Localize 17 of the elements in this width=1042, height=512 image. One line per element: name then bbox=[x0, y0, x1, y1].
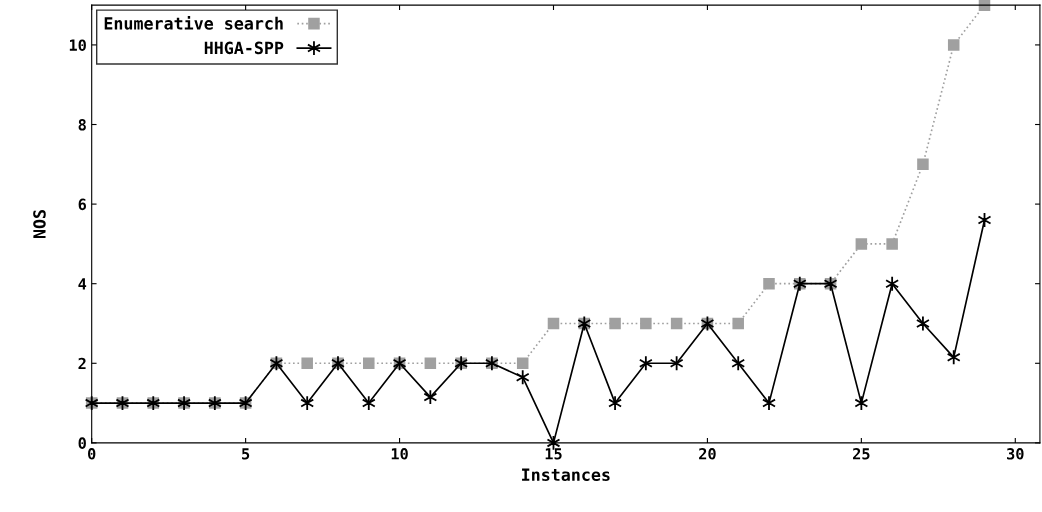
y-axis-title: NOS bbox=[33, 209, 46, 239]
x-tick-label: 5 bbox=[242, 448, 250, 460]
x-tick-label: 15 bbox=[545, 448, 562, 460]
x-tick-label: 30 bbox=[1007, 448, 1024, 460]
y-tick-label: 0 bbox=[78, 437, 86, 449]
x-tick-label: 0 bbox=[88, 448, 96, 460]
legend-label: Enumerative search bbox=[104, 15, 283, 30]
y-tick-label: 10 bbox=[69, 39, 86, 51]
legend-label: HHGA-SPP bbox=[204, 41, 284, 55]
y-tick-label: 4 bbox=[78, 278, 87, 290]
x-tick-label: 25 bbox=[853, 448, 870, 460]
x-tick-label: 20 bbox=[699, 448, 716, 460]
x-tick-label: 10 bbox=[391, 448, 408, 460]
y-tick-label: 6 bbox=[78, 198, 87, 211]
y-tick-label: 2 bbox=[78, 357, 86, 370]
x-axis-title: Instances bbox=[522, 468, 610, 481]
y-tick-label: 8 bbox=[78, 118, 86, 131]
